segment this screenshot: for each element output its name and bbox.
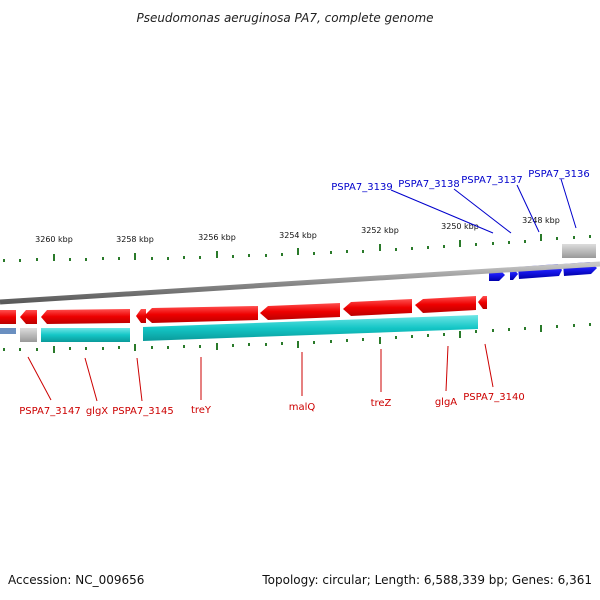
gene-PSPA7_3147[interactable] xyxy=(20,310,37,324)
gene-label[interactable]: treZ xyxy=(371,398,392,409)
gene-malQ[interactable] xyxy=(260,303,340,320)
scale-label: 3254 kbp xyxy=(279,231,317,240)
grey-feature[interactable] xyxy=(20,328,37,342)
gene-treY[interactable] xyxy=(144,306,258,323)
scale-label: 3248 kbp xyxy=(522,216,560,225)
bottom-gene-labels: PSPA7_3147 glgX PSPA7_3145 treY malQ tre… xyxy=(19,343,525,417)
gene-label[interactable]: glgA xyxy=(435,397,457,408)
gene-glgX[interactable] xyxy=(41,309,130,324)
scale-label: 3256 kbp xyxy=(198,233,236,242)
operon-track xyxy=(0,315,478,342)
gene-label[interactable]: treY xyxy=(191,405,212,416)
genome-backbone xyxy=(0,261,600,305)
gene-glgA[interactable] xyxy=(415,296,476,313)
leader-line xyxy=(453,188,512,234)
gene-label[interactable]: PSPA7_3138 xyxy=(398,179,459,190)
cyan-segment[interactable] xyxy=(143,315,478,341)
leader-line xyxy=(445,345,449,392)
genome-summary-text: Topology: circular; Length: 6,588,339 bp… xyxy=(262,573,592,587)
forward-strand-track xyxy=(489,244,597,281)
top-gene-labels: PSPA7_3139 PSPA7_3138 PSPA7_3137 PSPA7_3… xyxy=(331,169,590,234)
lower-tick-ruler xyxy=(3,323,591,353)
scale-label: 3252 kbp xyxy=(361,226,399,235)
grey-feature-left[interactable] xyxy=(0,328,16,334)
gene-left-edge[interactable] xyxy=(0,310,16,324)
gene-PSPA7_3145[interactable] xyxy=(136,309,146,323)
leader-line xyxy=(484,343,494,388)
pseudogene-feature[interactable] xyxy=(562,244,596,258)
gene-label[interactable]: PSPA7_3145 xyxy=(112,406,173,417)
leader-line xyxy=(516,184,540,233)
reverse-strand-track xyxy=(0,296,487,324)
gene-label[interactable]: PSPA7_3136 xyxy=(528,169,589,180)
scale-label: 3250 kbp xyxy=(441,222,479,231)
gene-label[interactable]: malQ xyxy=(289,402,316,413)
gene-treZ[interactable] xyxy=(343,299,412,316)
upper-tick-ruler xyxy=(3,234,591,262)
gene-label[interactable]: PSPA7_3139 xyxy=(331,182,392,193)
scale-labels: 3260 kbp 3258 kbp 3256 kbp 3254 kbp 3252… xyxy=(35,216,560,244)
leader-line xyxy=(560,178,577,229)
scale-label: 3260 kbp xyxy=(35,235,73,244)
accession-text: Accession: NC_009656 xyxy=(8,573,145,587)
leader-line xyxy=(27,356,52,401)
cyan-segment[interactable] xyxy=(41,328,130,342)
map-title: Pseudomonas aeruginosa PA7, complete gen… xyxy=(136,11,433,25)
gene-label[interactable]: glgX xyxy=(86,406,108,417)
gene-PSPA7_3140[interactable] xyxy=(478,296,487,309)
leader-line xyxy=(84,357,98,402)
scale-label: 3258 kbp xyxy=(116,235,154,244)
gene-label[interactable]: PSPA7_3137 xyxy=(461,175,522,186)
leader-line xyxy=(136,357,143,402)
gene-label[interactable]: PSPA7_3147 xyxy=(19,406,80,417)
gene-label[interactable]: PSPA7_3140 xyxy=(463,392,524,403)
leader-line xyxy=(390,189,494,234)
